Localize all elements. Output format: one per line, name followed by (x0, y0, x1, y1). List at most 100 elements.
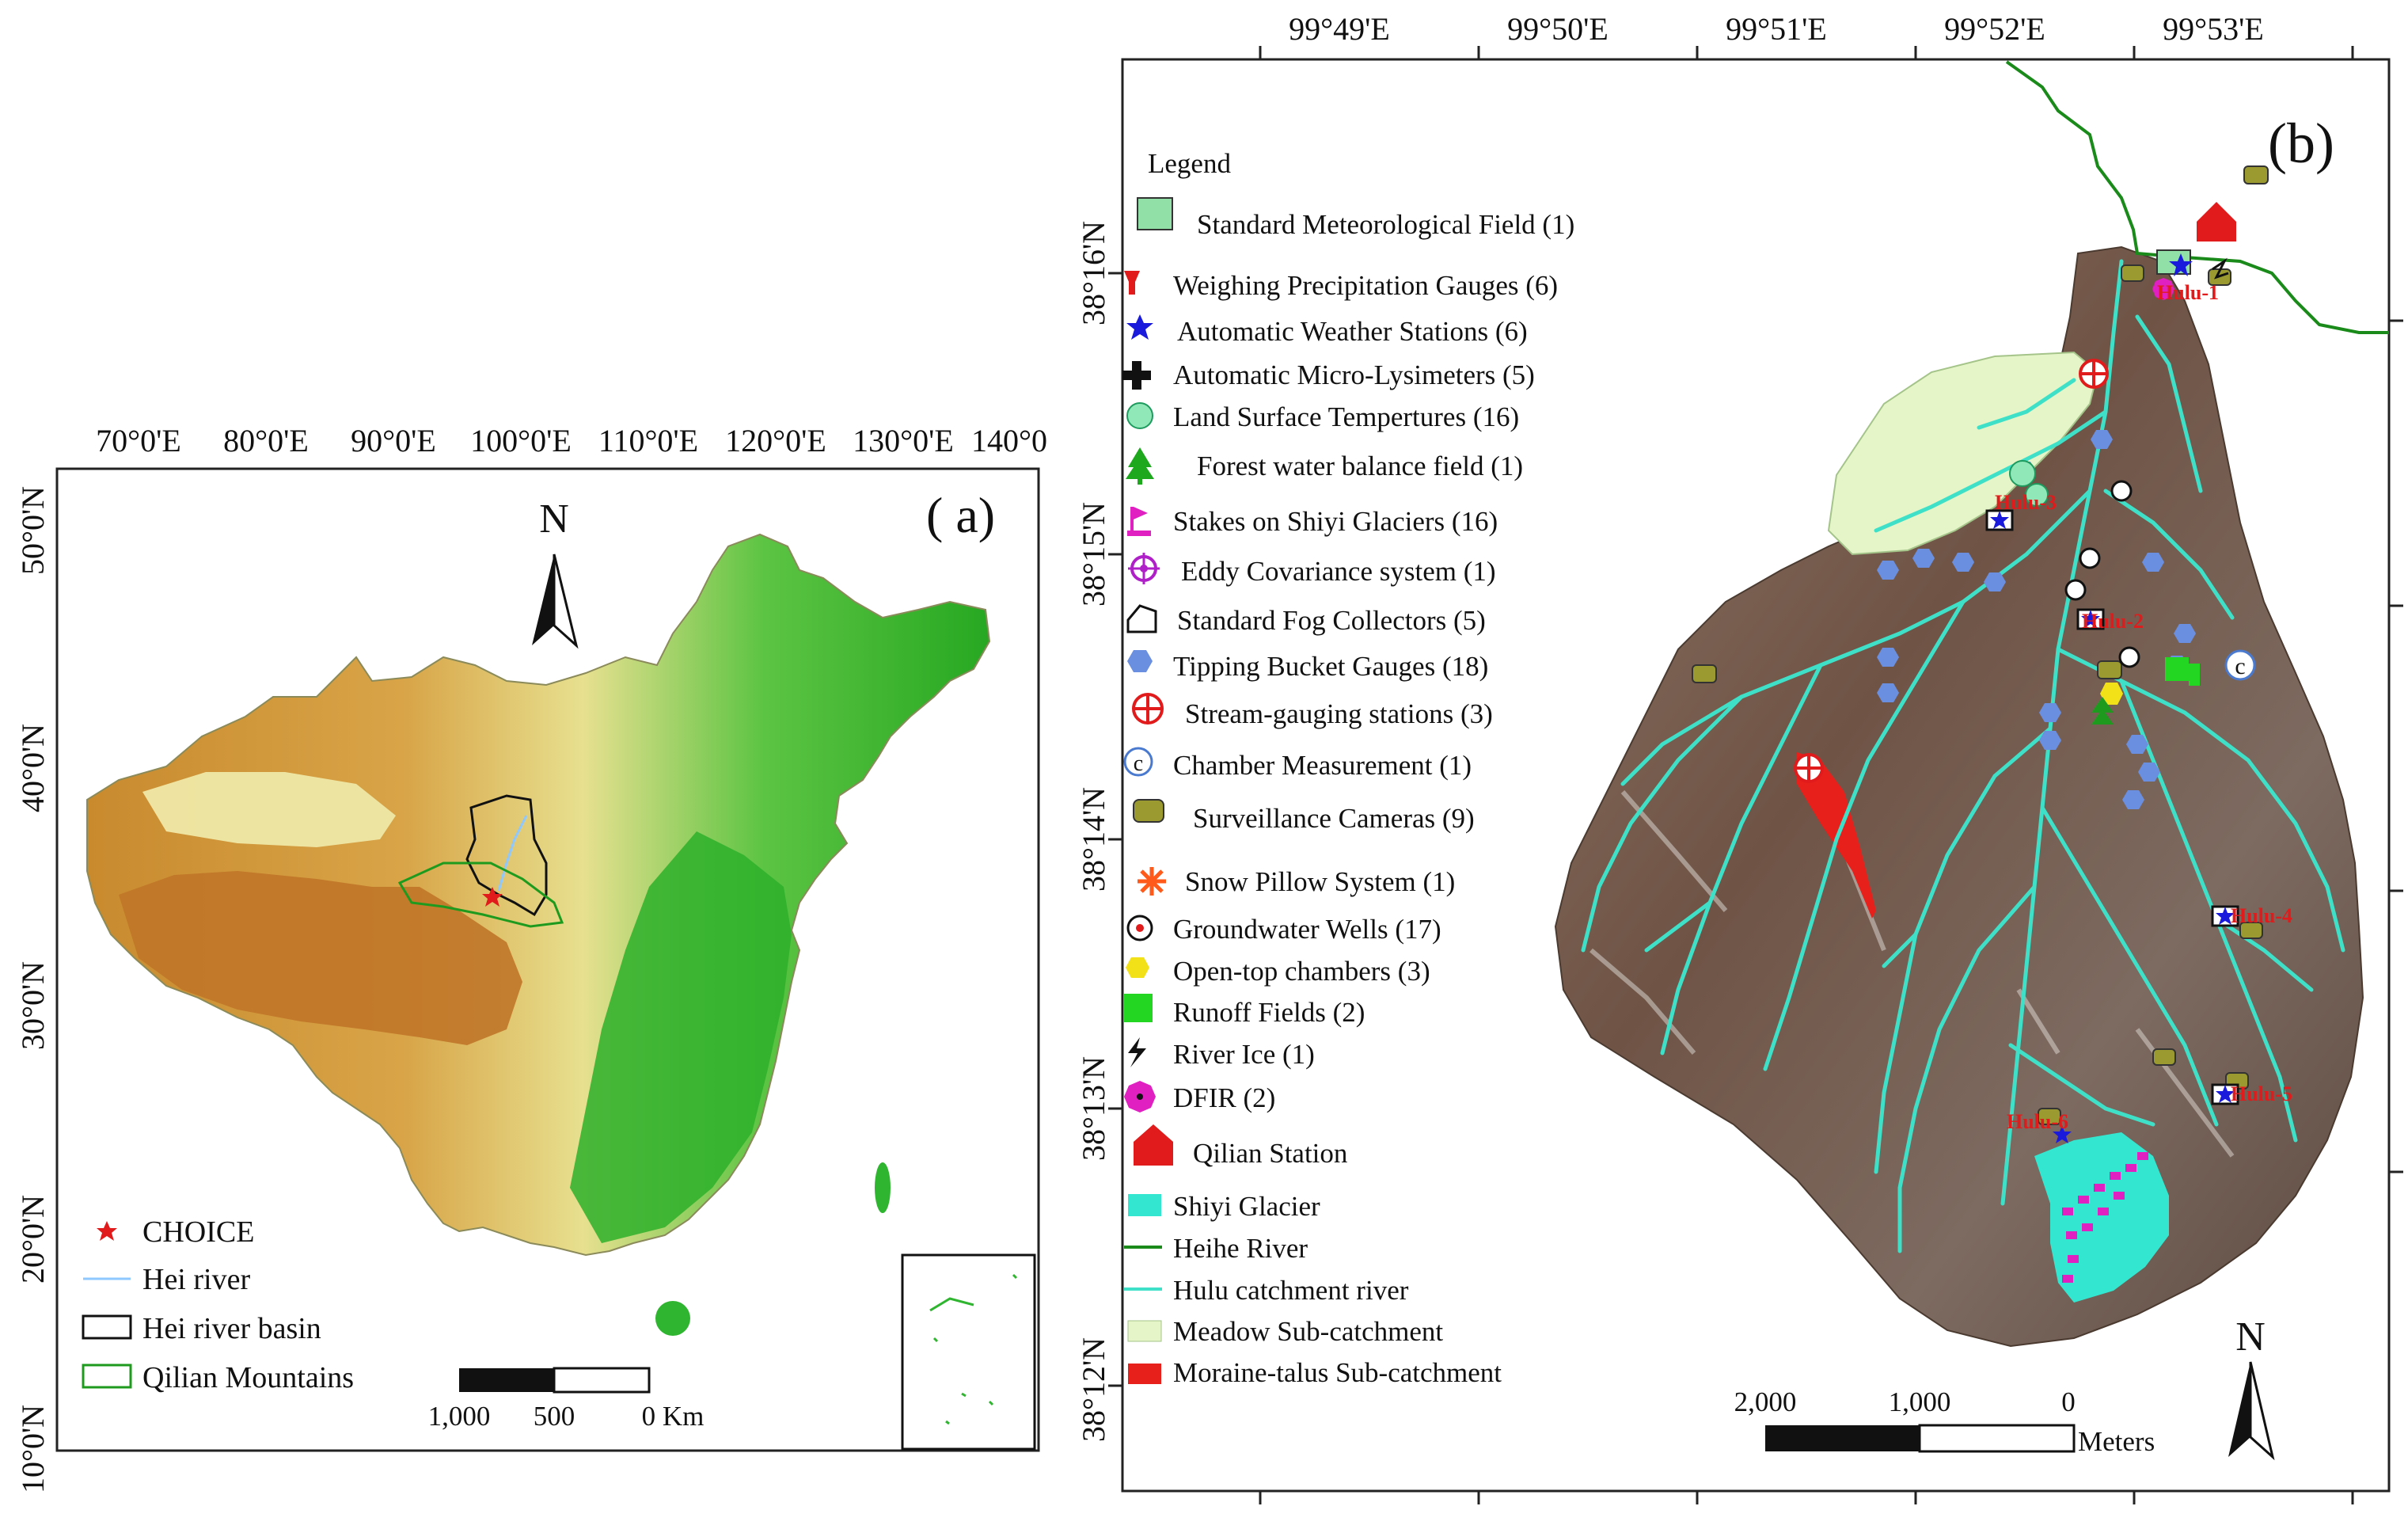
panel-b-label: (b) (2268, 112, 2334, 175)
legend-a-label: Hei river (142, 1263, 250, 1296)
lat-tick-a: 30°0'N (15, 961, 51, 1050)
legend-b-label: Stakes on Shiyi Glaciers (16) (1173, 506, 1498, 537)
lon-tick-a: 100°0'E (470, 423, 572, 458)
site-label: Hulu-1 (2157, 281, 2219, 304)
groundwater-well-markers (2064, 480, 2140, 668)
lon-tick-a: 70°0'E (96, 423, 181, 458)
panel-a-lat-ticks: 50°0'N 40°0'N 30°0'N 20°0'N 10°0'N (15, 486, 51, 1493)
panel-b-legend: Legend Standard Meteorological Field (1)… (1122, 148, 1574, 1388)
green-t-circle-icon (1126, 402, 1153, 429)
legend-b-label: Moraine-talus Sub-catchment (1173, 1357, 1502, 1388)
chamber-marker: c (2224, 649, 2256, 681)
lon-tick-a: 80°0'E (223, 423, 309, 458)
red-star-icon (97, 1221, 117, 1241)
well-icon (1126, 915, 1153, 941)
runoff-field-marker (2091, 657, 2200, 725)
legend-b-label: Automatic Micro-Lysimeters (5) (1173, 359, 1535, 390)
qilian-station-marker (2197, 202, 2236, 242)
choice-star-marker (482, 887, 503, 907)
site-label: Hulu-3 (1995, 491, 2057, 514)
lat-tick-b: 38°14'N (1076, 787, 1111, 892)
legend-b-label: Groundwater Wells (17) (1173, 914, 1441, 945)
panel-b: c Hulu-1 Hulu-3 Hulu-2 Hulu-4 Hulu-5 Hul… (1076, 11, 2403, 1504)
orange-asterisk-icon (1138, 867, 1166, 896)
lat-tick-b: 38°16'N (1076, 221, 1111, 325)
blue-star-icon (1126, 314, 1153, 340)
site-label: Hulu-2 (2082, 610, 2144, 633)
pale-green-box-icon (1127, 1320, 1162, 1342)
site-label: Hulu-6 (2007, 1110, 2068, 1133)
legend-b-label: Chamber Measurement (1) (1173, 750, 1472, 781)
site-markers: c (1692, 165, 2269, 1143)
met-field-cluster (2152, 249, 2229, 300)
lon-tick-a: 120°0'E (725, 423, 826, 458)
lat-tick-a: 40°0'N (15, 724, 51, 812)
eastern-lowland (570, 831, 792, 1243)
north-arrow-b (2228, 1361, 2275, 1461)
legend-a-label: Hei river basin (142, 1312, 321, 1345)
legend-b-label: Shiyi Glacier (1173, 1191, 1320, 1222)
legend-b-label: Runoff Fields (2) (1173, 997, 1365, 1028)
panel-a: N ( a) 70°0'E 80°0'E 90°0'E 100°0'E 110°… (15, 423, 1047, 1493)
blue-hexagon-icon (1127, 650, 1153, 672)
black-outline-box-icon (82, 1314, 132, 1340)
hei-river-basin-outline (465, 794, 548, 917)
svg-text:c: c (2235, 653, 2245, 679)
lightning-icon (1128, 1037, 1146, 1067)
legend-b-label: Surveillance Cameras (9) (1193, 803, 1475, 834)
red-crosshair-icon (1132, 693, 1164, 725)
panel-b-tick-marks (1108, 46, 2403, 1504)
land-surface-temp-markers (2009, 460, 2049, 507)
heihe-river-line (2005, 60, 2389, 334)
legend-b-label: Land Surface Tempertures (16) (1173, 401, 1519, 432)
panel-a-label: ( a) (926, 487, 995, 543)
lon-tick-b: 99°50'E (1507, 11, 1608, 47)
legend-a-label: CHOICE (142, 1215, 254, 1249)
panel-b-lon-ticks: 99°49'E 99°50'E 99°51'E 99°52'E 99°53'E (1289, 11, 2264, 47)
lat-tick-a: 20°0'N (15, 1195, 51, 1284)
hainan-island (655, 1301, 690, 1336)
legend-b-label: Meadow Sub-catchment (1173, 1316, 1443, 1347)
legend-b-label: Automatic Weather Stations (6) (1177, 316, 1528, 347)
lon-tick-b: 99°51'E (1726, 11, 1827, 47)
scale-b-label: 0 (2061, 1386, 2076, 1417)
south-china-sea-inset (901, 1253, 1036, 1451)
green-outline-box-icon (82, 1364, 132, 1389)
legend-b-label: Tipping Bucket Gauges (18) (1173, 651, 1488, 682)
scale-b-label: 1,000 (1889, 1386, 1951, 1417)
inset-islands (929, 1273, 1018, 1425)
north-label-a: N (539, 496, 569, 542)
legend-b-label: Eddy Covariance system (1) (1181, 556, 1496, 587)
hei-river-line (497, 815, 528, 892)
qilian-mountains-outline (397, 861, 564, 928)
yellow-hexagon-icon (1126, 957, 1149, 978)
green-square-icon (1124, 994, 1153, 1022)
lon-tick-a: 110°0'E (598, 423, 698, 458)
red-gauge-icon (1124, 271, 1140, 295)
panel-b-scale-bar: 2,000 1,000 0 Meters (1734, 1386, 2155, 1457)
house-outline-icon (1126, 604, 1157, 633)
legend-b-label: DFIR (2) (1173, 1082, 1275, 1113)
lat-tick-b: 38°12'N (1076, 1337, 1111, 1442)
tarim-basin (142, 772, 396, 847)
scale-a-label: 0 Km (642, 1401, 705, 1432)
lon-tick-b: 99°49'E (1289, 11, 1390, 47)
lon-tick-b: 99°52'E (1944, 11, 2045, 47)
legend-a-label: Qilian Mountains (142, 1361, 354, 1394)
north-arrow-a (532, 553, 579, 649)
legend-b-label: Weighing Precipitation Gauges (6) (1173, 270, 1558, 301)
legend-b-label: Forest water balance field (1) (1197, 451, 1523, 481)
red-box-icon (1128, 1364, 1161, 1384)
hulu-catchment-terrain (1554, 245, 2364, 1348)
magenta-flag-icon (1127, 507, 1151, 536)
legend-b-label: Hulu catchment river (1173, 1275, 1409, 1306)
legend-title: Legend (1148, 148, 1231, 179)
site-label: Hulu-5 (2231, 1082, 2292, 1105)
purple-target-icon (1128, 553, 1160, 584)
red-house-icon (1134, 1124, 1173, 1166)
legend-b-label: River Ice (1) (1173, 1039, 1315, 1070)
green-tree-icon (1126, 447, 1154, 485)
lat-tick-b: 38°13'N (1076, 1056, 1111, 1161)
